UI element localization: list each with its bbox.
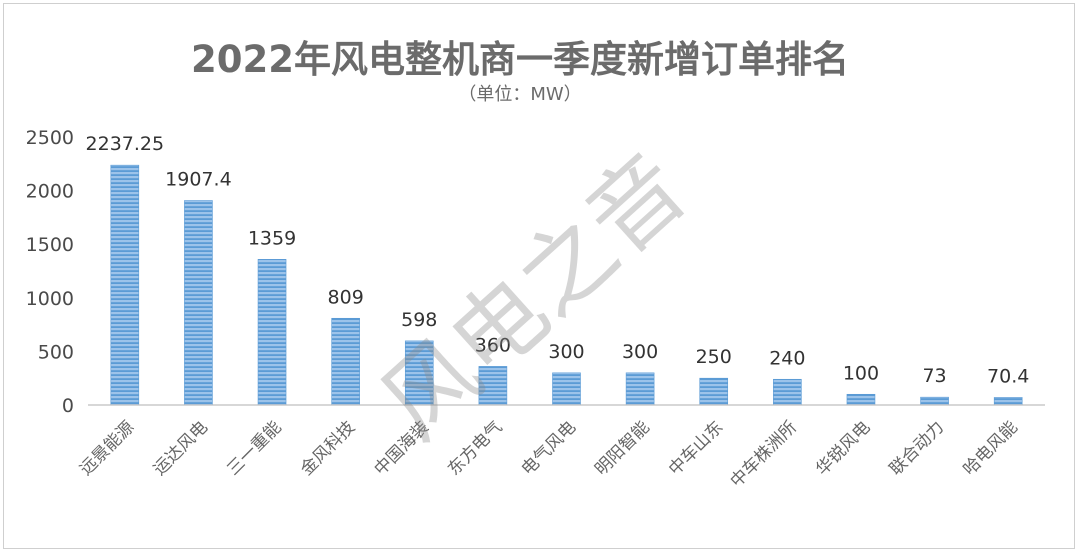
y-tick-label: 0 <box>62 395 74 417</box>
bar <box>478 366 508 406</box>
x-category-label: 哈电风能 <box>960 417 1022 479</box>
data-label: 300 <box>548 341 584 363</box>
chart-frame <box>3 3 1075 549</box>
x-category-label: 远景能源 <box>76 417 138 479</box>
bar <box>331 317 360 406</box>
chart-subtitle: （单位：MW） <box>458 84 581 105</box>
chart-title: 2022年风电整机商一季度新增订单排名 <box>191 38 849 81</box>
bar <box>625 372 655 406</box>
data-label: 360 <box>475 334 511 356</box>
x-category-label: 联合动力 <box>886 417 948 479</box>
x-category-label: 金风科技 <box>297 417 359 479</box>
data-label: 240 <box>769 347 805 369</box>
data-label: 809 <box>328 286 364 308</box>
y-tick-label: 1500 <box>26 234 74 256</box>
data-label: 598 <box>401 309 437 331</box>
x-category-label: 三一重能 <box>223 417 285 479</box>
bar <box>773 378 802 406</box>
bar <box>846 393 876 406</box>
x-category-label: 中车株洲所 <box>727 417 801 491</box>
data-label: 1359 <box>248 227 296 249</box>
y-tick-label: 500 <box>38 341 74 363</box>
y-axis-ticks: 0 500 1000 1500 2000 2500 <box>26 127 74 417</box>
y-tick-label: 2500 <box>26 127 74 149</box>
bar <box>552 372 581 406</box>
data-label: 73 <box>922 365 946 387</box>
x-category-label: 电气风电 <box>518 417 580 479</box>
bar <box>184 200 213 406</box>
bar <box>110 164 140 406</box>
y-tick-label: 1000 <box>26 288 74 310</box>
bar <box>920 396 949 406</box>
bar <box>257 259 287 406</box>
data-label: 300 <box>622 341 658 363</box>
y-tick-label: 2000 <box>26 181 74 203</box>
data-label: 250 <box>696 346 732 368</box>
x-category-label: 运达风电 <box>150 417 212 479</box>
x-category-label: 华锐风电 <box>812 417 874 479</box>
x-axis-labels: 远景能源 运达风电 三一重能 金风科技 中国海装 东方电气 电气风电 明阳智能 中车山东 中车株洲… <box>76 417 1022 491</box>
watermark-text: 风电之音 <box>361 134 706 460</box>
bar <box>699 377 729 406</box>
bar <box>993 397 1023 406</box>
x-category-label: 明阳智能 <box>591 417 653 479</box>
data-label: 100 <box>843 362 879 384</box>
data-label: 1907.4 <box>165 169 231 191</box>
x-category-label: 中车山东 <box>665 417 727 479</box>
data-label: 2237.25 <box>86 133 165 155</box>
data-label: 70.4 <box>987 365 1029 387</box>
